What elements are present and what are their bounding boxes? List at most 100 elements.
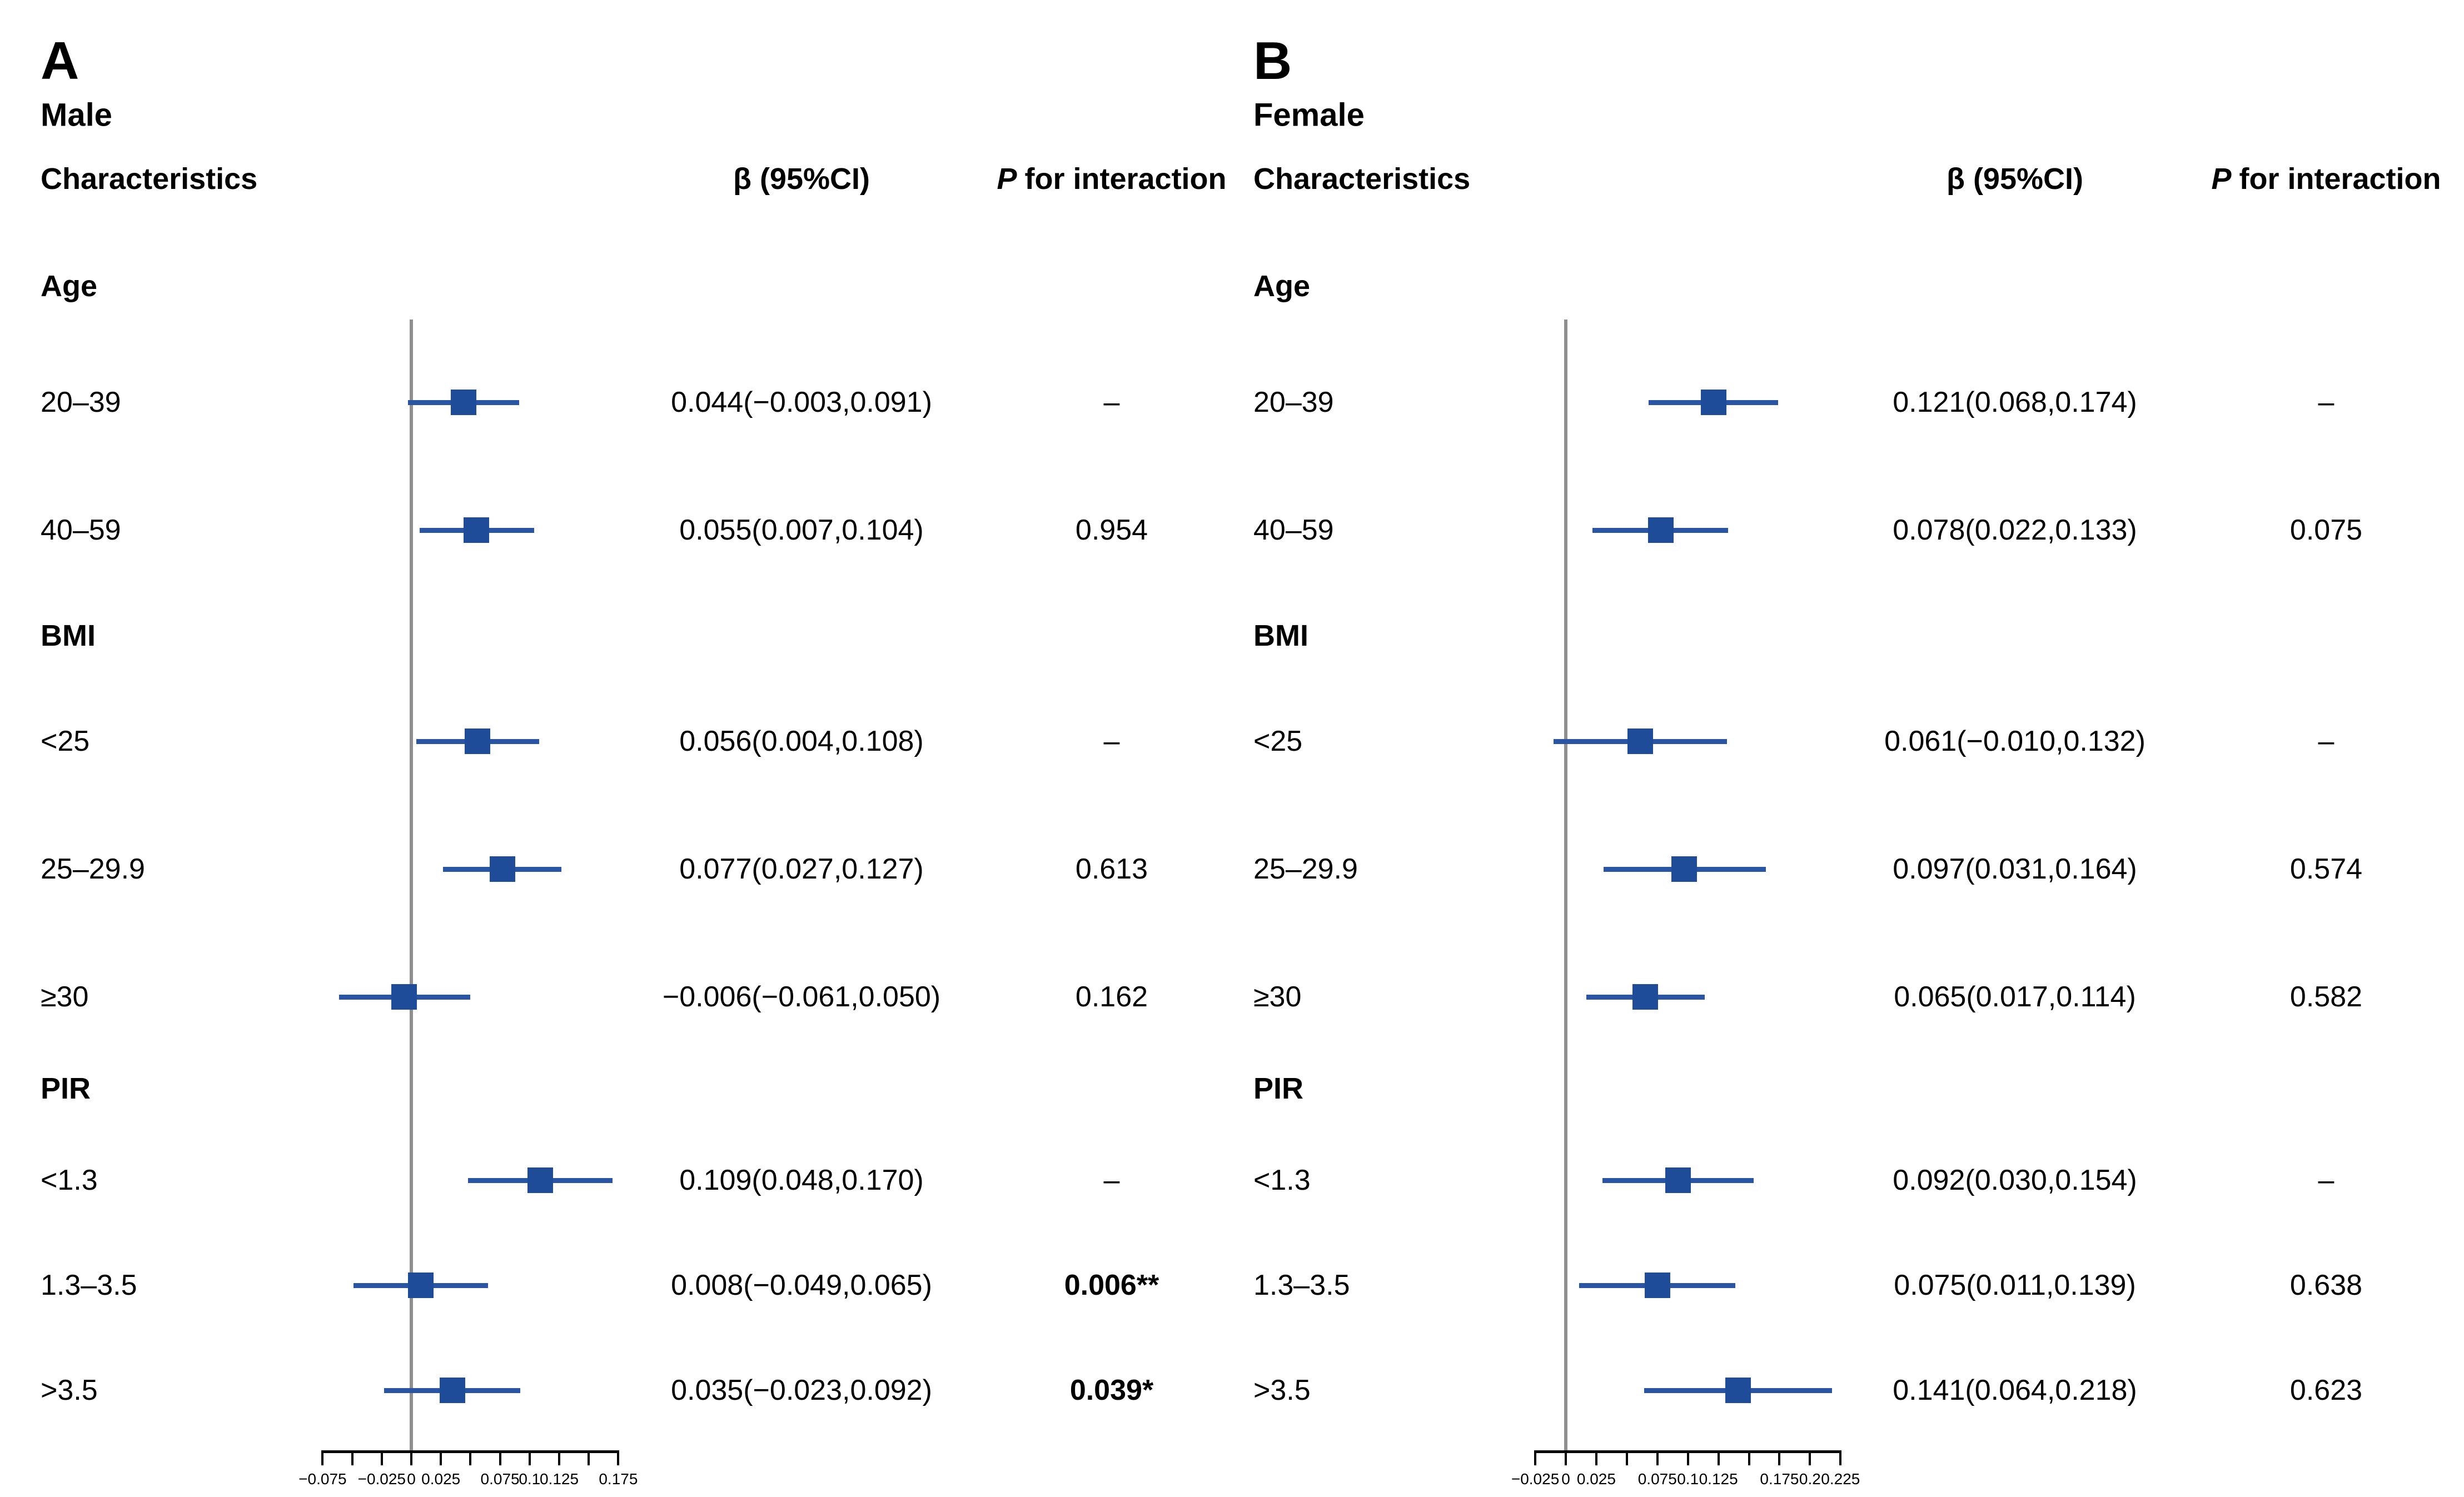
p-value: – [2318, 386, 2334, 418]
estimate-marker [464, 517, 490, 543]
axis-tick-label: 0.025 [1576, 1470, 1616, 1488]
group-row-label: Age [41, 270, 98, 303]
panel-a-col-header-characteristics: Characteristics [41, 162, 258, 196]
estimate-marker [1700, 390, 1726, 415]
estimate-marker [1671, 856, 1698, 882]
panel-a-letter: A [41, 31, 79, 91]
beta-value: 0.044(−0.003,0.091) [671, 386, 932, 418]
axis-tick-label: 0.1 [519, 1470, 541, 1488]
axis-tick-label: 0.175 [1760, 1470, 1799, 1488]
beta-value: −0.006(−0.061,0.050) [662, 981, 941, 1013]
p-value: 0.613 [1075, 853, 1148, 885]
axis-tick-label: 0 [1561, 1470, 1570, 1488]
axis-tick-label: 0.125 [539, 1470, 579, 1488]
beta-value: 0.065(0.017,0.114) [1894, 981, 2136, 1013]
axis-tick-label: 0.025 [421, 1470, 461, 1488]
p-value: – [2318, 1164, 2334, 1196]
axis-tick [528, 1450, 531, 1465]
row-label: 20–39 [1253, 386, 1334, 418]
row-label: ≥30 [41, 981, 89, 1013]
axis-tick [1839, 1450, 1842, 1465]
estimate-marker [391, 984, 417, 1010]
beta-value: 0.097(0.031,0.164) [1893, 853, 2137, 885]
p-symbol: P [2211, 162, 2232, 196]
row-label: 25–29.9 [41, 853, 145, 885]
axis-tick-label: −0.025 [1511, 1470, 1560, 1488]
estimate-marker [450, 390, 476, 415]
beta-value: 0.056(0.004,0.108) [679, 725, 924, 757]
p-header-rest: for interaction [2239, 162, 2441, 196]
axis-tick [440, 1450, 442, 1465]
axis-tick [410, 1450, 412, 1465]
beta-value: 0.109(0.048,0.170) [679, 1164, 924, 1196]
estimate-marker [1648, 517, 1674, 543]
axis-tick [380, 1450, 383, 1465]
axis-tick [558, 1450, 560, 1465]
group-row-label: PIR [1253, 1072, 1304, 1105]
beta-value: 0.035(−0.023,0.092) [671, 1374, 932, 1406]
estimate-marker [1725, 1378, 1751, 1403]
row-label: <1.3 [1253, 1164, 1311, 1196]
reference-line [1564, 320, 1567, 1450]
axis-tick [588, 1450, 590, 1465]
axis-tick [1565, 1450, 1567, 1465]
beta-value: 0.077(0.027,0.127) [679, 853, 924, 885]
beta-value: 0.075(0.011,0.139) [1894, 1269, 2136, 1301]
axis-tick [469, 1450, 472, 1465]
panel-a-col-header-beta: β (95%CI) [733, 162, 870, 196]
reference-line [410, 320, 413, 1450]
estimate-marker [408, 1273, 434, 1298]
estimate-marker [465, 728, 491, 754]
p-value: – [1103, 386, 1120, 418]
axis-tick-label: 0.1 [1677, 1470, 1699, 1488]
row-label: 20–39 [41, 386, 121, 418]
p-value: 0.162 [1075, 981, 1148, 1013]
axis-tick [1625, 1450, 1628, 1465]
p-value: 0.638 [2289, 1269, 2363, 1301]
p-value: 0.623 [2289, 1374, 2363, 1406]
axis-tick [321, 1450, 324, 1465]
axis-tick [1748, 1450, 1750, 1465]
axis-tick-label: 0.125 [1699, 1470, 1738, 1488]
row-label: <25 [41, 725, 90, 757]
p-value: 0.006** [1064, 1269, 1159, 1301]
estimate-marker [1665, 1167, 1691, 1193]
axis-tick [1778, 1450, 1781, 1465]
row-label: 25–29.9 [1253, 853, 1358, 885]
axis-tick [1809, 1450, 1811, 1465]
axis-tick [1534, 1450, 1537, 1465]
row-label: 40–59 [41, 514, 121, 546]
row-label: <1.3 [41, 1164, 98, 1196]
estimate-marker [440, 1378, 466, 1403]
estimate-marker [527, 1167, 553, 1193]
axis-tick [351, 1450, 354, 1465]
group-row-label: PIR [41, 1072, 91, 1105]
panel-b-col-header-characteristics: Characteristics [1253, 162, 1471, 196]
estimate-marker [489, 856, 515, 882]
group-row-label: BMI [1253, 619, 1308, 652]
p-header-rest: for interaction [1024, 162, 1227, 196]
axis-tick [1595, 1450, 1597, 1465]
panel-b-cohort-label: Female [1253, 97, 1365, 133]
axis-tick-label: −0.025 [357, 1470, 406, 1488]
estimate-marker [1627, 728, 1654, 754]
axis-tick-label: 0.075 [480, 1470, 520, 1488]
beta-value: 0.061(−0.010,0.132) [1884, 725, 2146, 757]
p-value: 0.075 [2289, 514, 2363, 546]
p-value: – [2318, 725, 2334, 757]
row-label: >3.5 [1253, 1374, 1311, 1406]
p-value: 0.039* [1069, 1374, 1154, 1406]
axis-tick-label: −0.075 [298, 1470, 347, 1488]
beta-value: 0.008(−0.049,0.065) [671, 1269, 932, 1301]
beta-value: 0.141(0.064,0.218) [1893, 1374, 2137, 1406]
axis-tick-label: 0.225 [1821, 1470, 1860, 1488]
row-label: 40–59 [1253, 514, 1334, 546]
axis-tick-label: 0.075 [1637, 1470, 1677, 1488]
panel-b-col-header-beta: β (95%CI) [1946, 162, 2084, 196]
p-value: 0.582 [2289, 981, 2363, 1013]
row-label: ≥30 [1253, 981, 1302, 1013]
axis-tick [1656, 1450, 1659, 1465]
